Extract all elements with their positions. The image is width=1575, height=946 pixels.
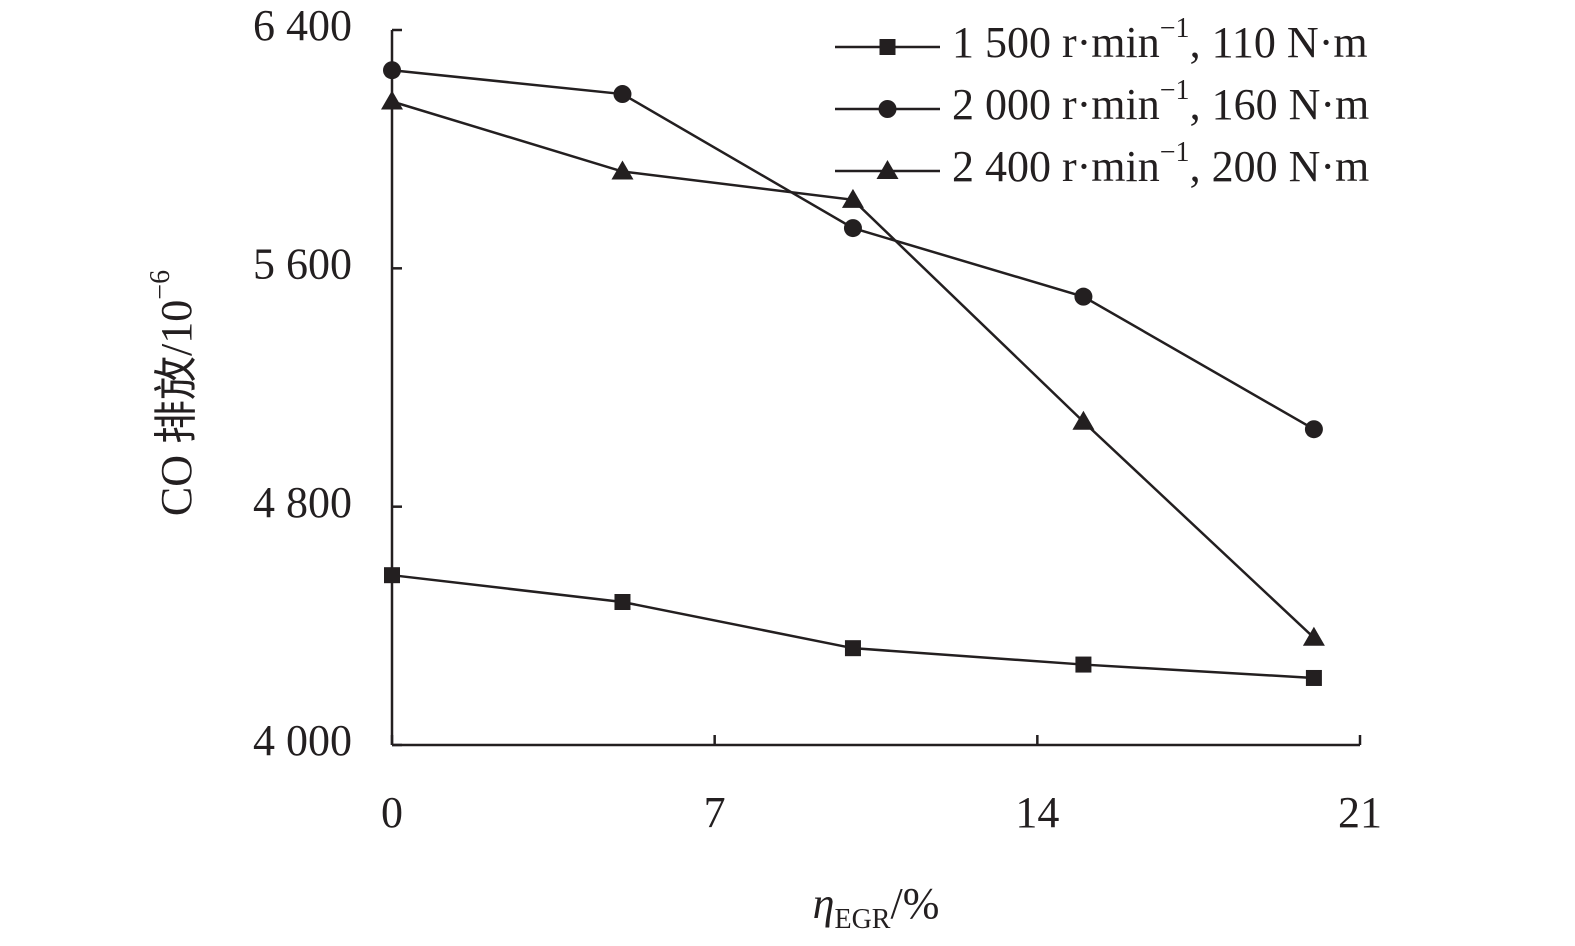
series-line (391, 68, 1315, 431)
legend-marker-square (879, 39, 896, 55)
data-point-square (614, 594, 631, 610)
legend-label-speed: 1 500 r·min (952, 18, 1160, 67)
legend-label-exponent: −1 (1160, 75, 1190, 106)
data-point-circle (1304, 420, 1323, 439)
series-square (384, 567, 1322, 686)
x-axis-title: ηEGR/% (813, 879, 940, 935)
legend-entry: 2 400 r·min−1, 200 N·m (835, 137, 1369, 191)
y-tick-label: 5 600 (253, 239, 352, 288)
data-point-square (1305, 669, 1322, 686)
x-tick-label: 21 (1338, 788, 1382, 837)
legend: 1 500 r·min−1, 110 N·m2 000 r·min−1, 160… (835, 13, 1369, 191)
x-tick-label: 0 (381, 788, 403, 837)
x-axis-title-symbol: η (813, 879, 835, 928)
legend-label-exponent: −1 (1160, 137, 1190, 168)
legend-label-torque: , 200 N·m (1190, 142, 1370, 191)
legend-label-torque: , 160 N·m (1190, 80, 1370, 129)
data-point-circle (613, 85, 632, 104)
series-circle (383, 61, 1323, 439)
x-axis-title-unit: /% (890, 879, 939, 928)
legend-marker-circle (878, 100, 897, 118)
legend-label-exponent: −1 (1160, 13, 1190, 44)
axes (390, 30, 1360, 747)
data-point-triangle (611, 160, 634, 180)
data-series (381, 61, 1325, 686)
legend-label: 2 000 r·min−1, 160 N·m (952, 75, 1369, 129)
y-tick-label: 6 400 (253, 1, 352, 50)
y-tick-label: 4 800 (253, 478, 352, 527)
legend-entry: 1 500 r·min−1, 110 N·m (835, 13, 1368, 67)
y-axis-title-main: CO 排放/10 (152, 300, 201, 516)
y-tick-label: 4 000 (253, 716, 352, 765)
data-point-square (844, 640, 861, 657)
x-tick-label: 7 (704, 788, 726, 837)
data-point-circle (1074, 287, 1093, 306)
data-point-square (384, 567, 400, 584)
legend-marker-triangle (876, 160, 899, 179)
legend-label-speed: 2 000 r·min (952, 80, 1160, 129)
data-point-triangle (1302, 626, 1325, 646)
legend-label: 1 500 r·min−1, 110 N·m (952, 13, 1368, 67)
series-line (391, 573, 1314, 680)
data-point-square (1075, 656, 1092, 673)
data-point-circle (383, 61, 401, 80)
data-point-triangle (841, 188, 864, 208)
tick-marks (390, 28, 1362, 747)
data-point-circle (843, 219, 862, 238)
data-point-triangle (381, 90, 403, 110)
legend-label-speed: 2 400 r·min (952, 142, 1160, 191)
legend-label-torque: , 110 N·m (1190, 18, 1368, 67)
y-axis-title-exponent: −6 (145, 270, 176, 300)
series-line (391, 100, 1315, 639)
y-axis-title: CO 排放/10−6 (145, 270, 201, 516)
legend-entry: 2 000 r·min−1, 160 N·m (835, 75, 1369, 129)
data-point-triangle (1072, 410, 1095, 430)
legend-label: 2 400 r·min−1, 200 N·m (952, 137, 1369, 191)
x-axis-title-subscript: EGR (834, 904, 890, 935)
series-triangle (381, 90, 1325, 646)
x-tick-label: 14 (1015, 788, 1059, 837)
tick-labels: 4 000 4 800 5 600 6 400 0 7 14 21 (253, 1, 1382, 837)
